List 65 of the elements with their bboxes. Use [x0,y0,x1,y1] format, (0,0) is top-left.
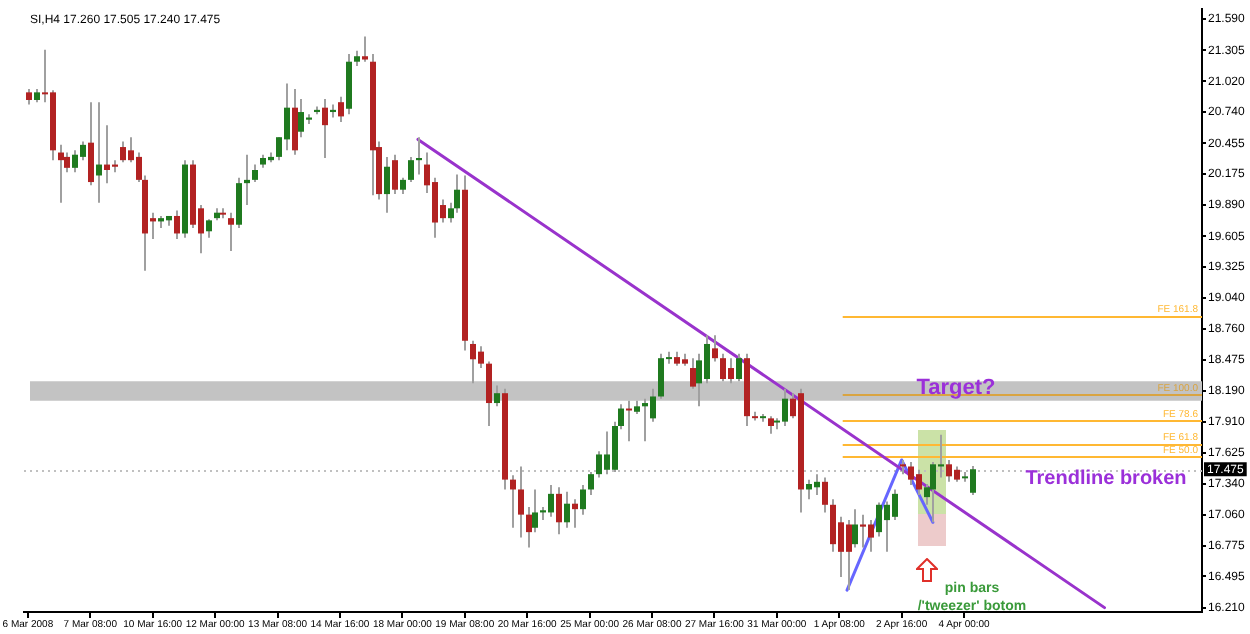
candlestick [814,473,820,496]
candlestick [876,501,882,538]
candlestick [564,490,570,529]
candlestick [728,357,734,385]
candlestick [244,153,250,207]
candlestick [346,53,352,116]
candlestick [596,450,602,479]
candlestick [658,352,664,400]
candlestick [580,484,586,516]
candlestick [548,484,554,518]
candlestick [416,136,422,176]
candlestick [206,218,212,239]
candlestick [408,155,414,184]
candlestick [696,352,702,408]
candlestick [852,508,858,549]
candlestick [868,519,874,553]
candlestick [470,339,476,385]
candlestick [970,464,976,496]
candlestick [88,101,94,187]
candlestick [338,95,344,123]
candlestick [284,82,290,152]
candlestick [292,88,298,156]
candlestick [556,486,562,536]
candlestick [916,468,922,496]
candlestick [330,103,336,119]
candlestick [712,334,718,363]
candlestick [806,478,812,501]
candlestick [642,397,648,443]
candlestick [650,387,656,423]
candlestick [930,461,936,524]
candlestick [892,488,898,522]
candlestick [860,513,866,549]
candlestick [104,124,110,185]
candlestick [720,352,726,383]
candlestick [228,211,234,252]
candlestick [298,97,304,139]
candlestick [392,153,398,196]
candlestick [604,430,610,476]
candlestick [822,476,828,514]
annotation: Trendline broken [1025,467,1187,490]
candlestick [884,500,890,553]
candlestick [362,35,368,63]
candlestick [946,458,952,483]
candlestick [80,140,86,162]
candlestick [908,461,914,487]
candlestick [58,143,64,204]
candlestick [830,498,836,553]
candlestick [782,387,788,428]
candlestick [96,101,102,204]
candlestick [236,176,242,229]
candlestick [704,334,710,385]
candlestick [384,155,390,214]
candlestick [72,149,78,174]
candlestick [478,345,484,370]
candlestick [626,399,632,443]
candlestick [322,97,328,159]
candlestick [588,470,594,496]
candlestick [486,360,492,428]
candlestick [120,140,126,164]
candlestick [174,209,180,240]
candlestick [510,474,516,529]
candlestick [736,352,742,383]
candlestick [518,465,524,539]
candlestick [572,498,578,529]
candlestick [494,384,500,408]
